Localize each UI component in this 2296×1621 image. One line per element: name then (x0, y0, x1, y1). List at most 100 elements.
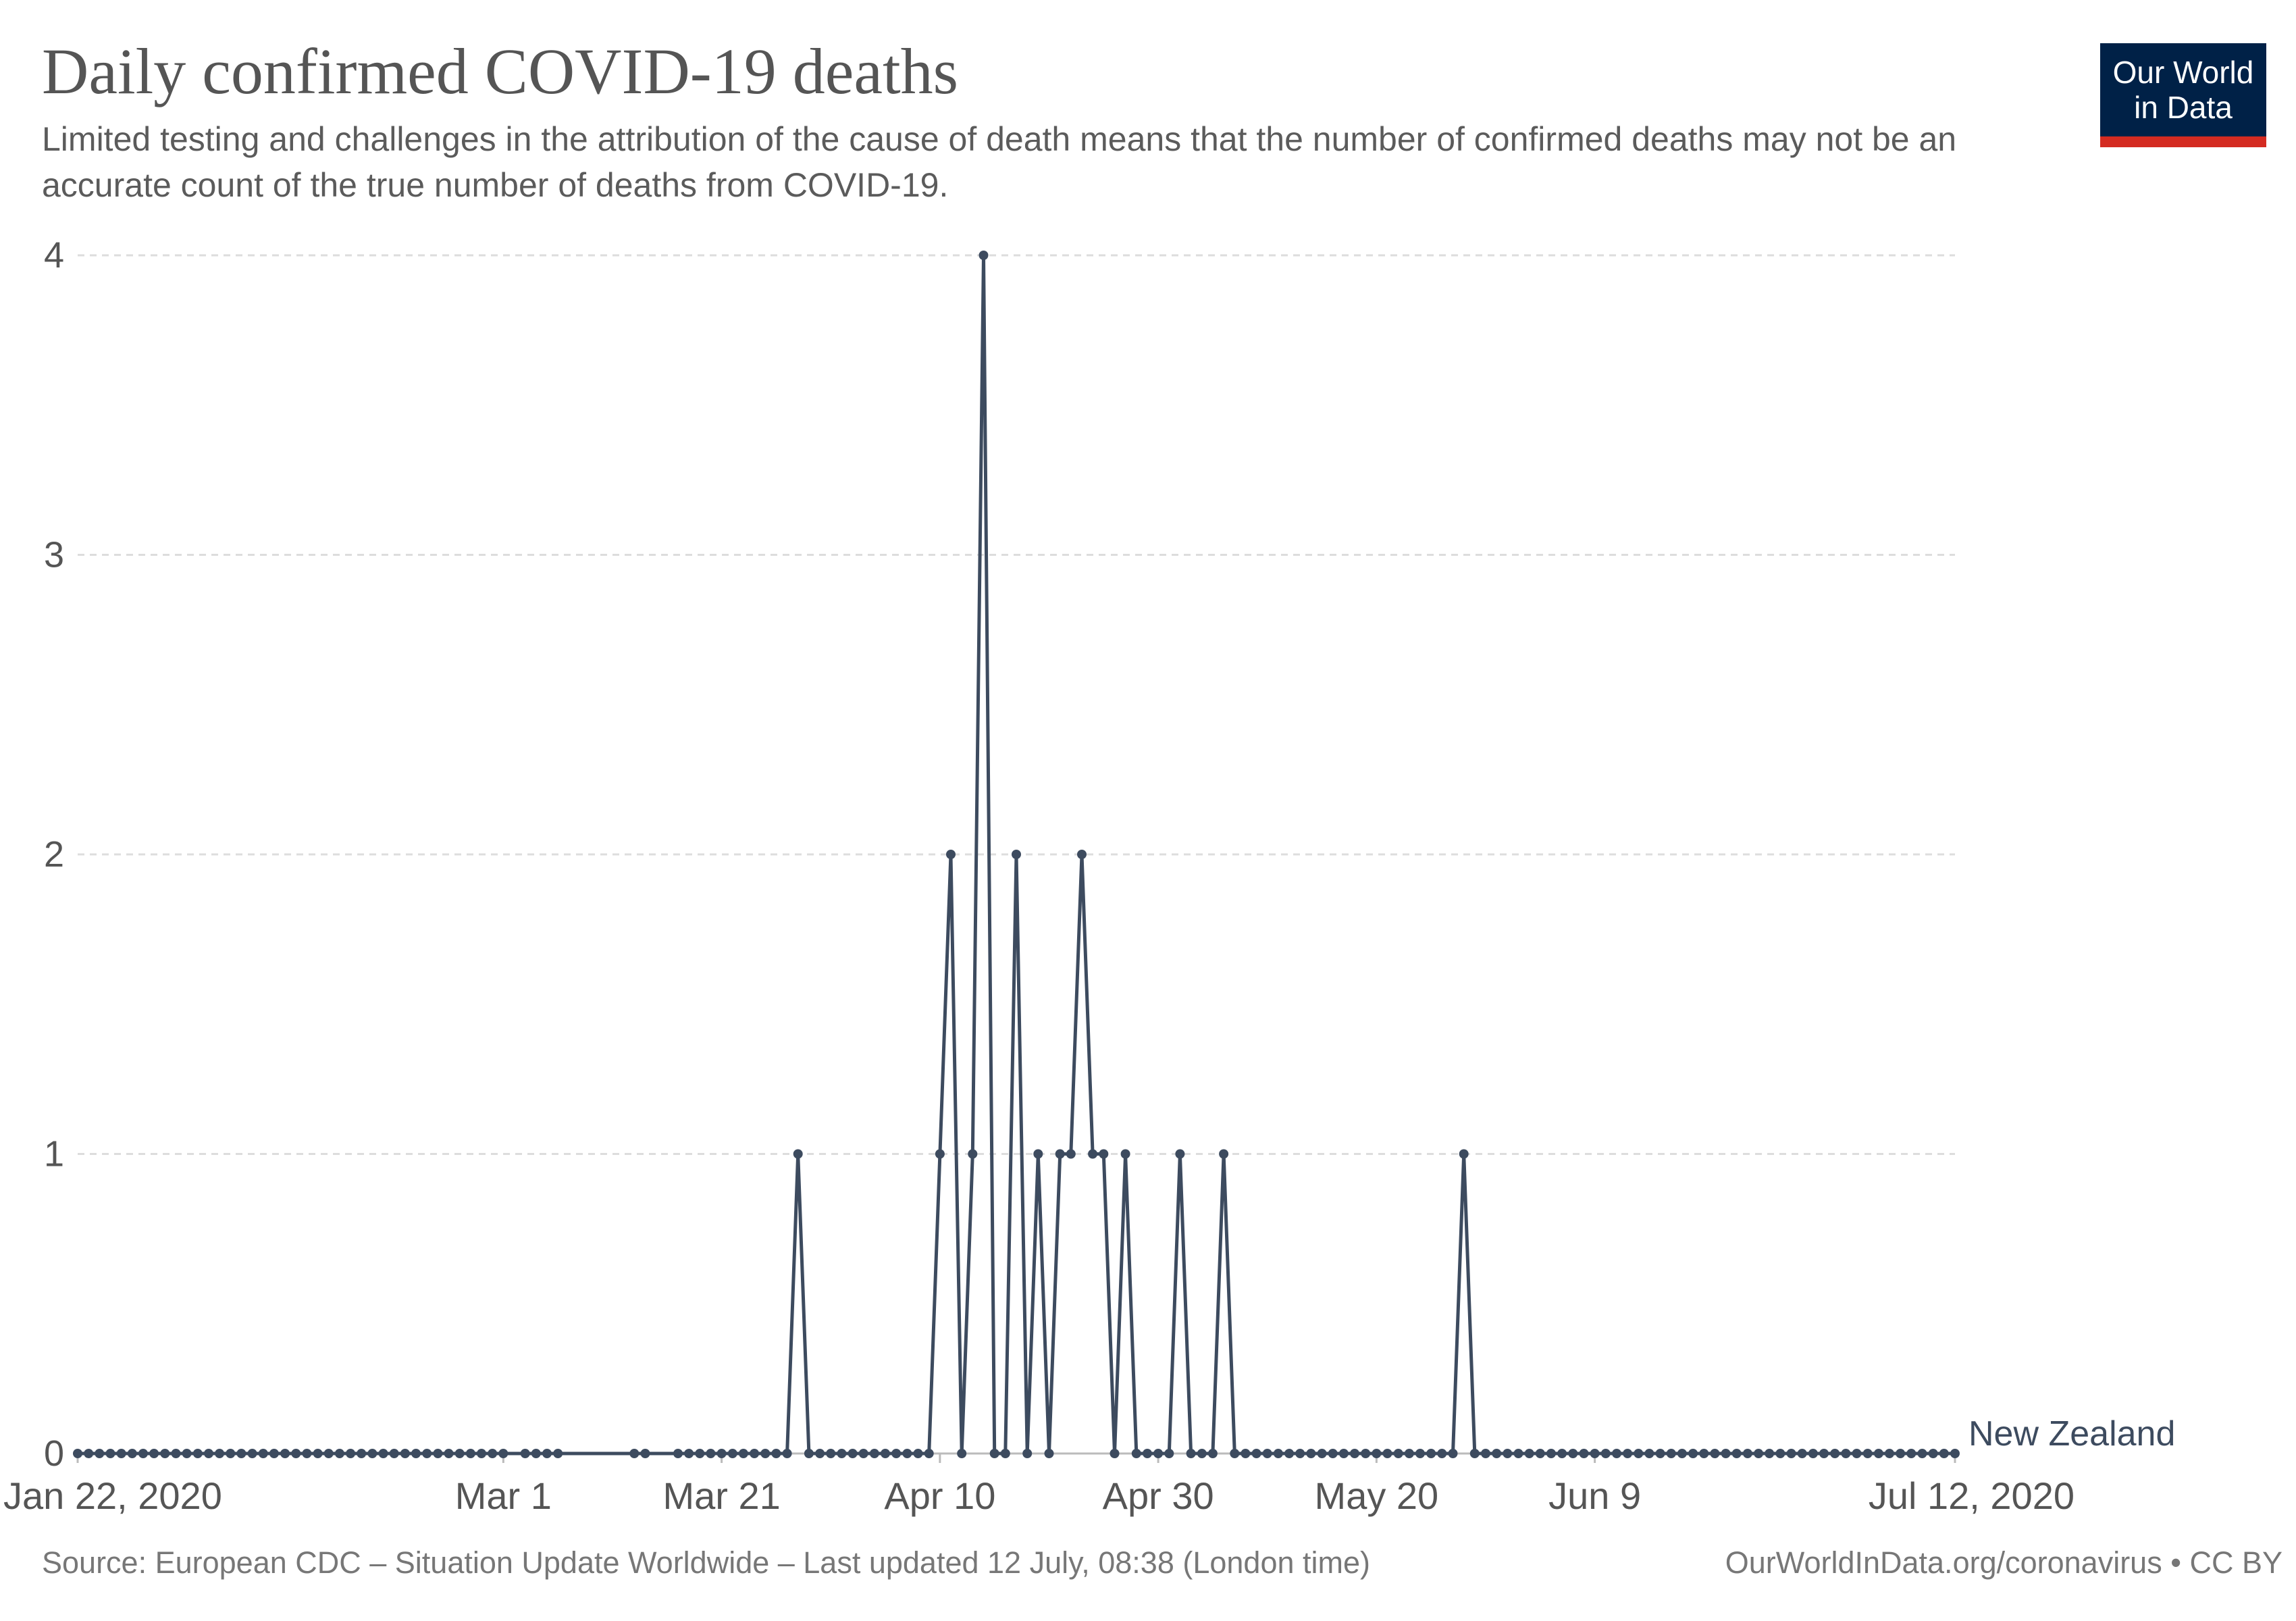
data-point (1469, 1449, 1480, 1458)
data-point (116, 1449, 126, 1458)
data-point (1688, 1449, 1698, 1458)
data-point (946, 850, 956, 859)
chart-title: Daily confirmed COVID-19 deaths (42, 35, 958, 107)
data-point (1786, 1449, 1796, 1458)
source-note: Source: European CDC – Situation Update … (42, 1545, 1371, 1580)
series-new-zealand: New Zealand (73, 251, 2175, 1458)
data-point (411, 1449, 421, 1458)
data-point (433, 1449, 443, 1458)
data-point (1939, 1449, 1949, 1458)
data-point (1634, 1449, 1644, 1458)
data-point (1819, 1449, 1829, 1458)
data-point (684, 1449, 694, 1458)
data-point (1317, 1449, 1327, 1458)
data-point (727, 1449, 737, 1458)
data-point (1230, 1449, 1240, 1458)
data-point (334, 1449, 344, 1458)
data-point (935, 1149, 945, 1159)
data-point (95, 1449, 105, 1458)
data-point (542, 1449, 552, 1458)
data-point (1186, 1449, 1196, 1458)
data-point (1426, 1449, 1436, 1458)
data-point (454, 1449, 465, 1458)
data-point (1404, 1449, 1414, 1458)
data-point (782, 1449, 792, 1458)
y-tick-label: 3 (44, 535, 64, 575)
data-point (1350, 1449, 1359, 1458)
data-point (269, 1449, 279, 1458)
data-point (531, 1449, 541, 1458)
owid-logo[interactable]: Our World in Data (2100, 43, 2266, 147)
data-point (1917, 1449, 1927, 1458)
data-point (1197, 1449, 1207, 1458)
data-point (1765, 1449, 1775, 1458)
data-point (280, 1449, 290, 1458)
data-point (1175, 1149, 1185, 1159)
data-point (1808, 1449, 1818, 1458)
data-point (716, 1449, 727, 1458)
data-point (1862, 1449, 1873, 1458)
data-point (1950, 1449, 1960, 1458)
data-point (1000, 1449, 1010, 1458)
data-point (357, 1449, 367, 1458)
data-point (1415, 1449, 1425, 1458)
data-point (105, 1449, 115, 1458)
data-point (149, 1449, 159, 1458)
data-point (389, 1449, 399, 1458)
data-point (1448, 1449, 1458, 1458)
data-point (957, 1449, 967, 1458)
x-tick-label: Apr 30 (1103, 1474, 1214, 1517)
logo-text-line2: in Data (2134, 90, 2233, 125)
data-point (1841, 1449, 1851, 1458)
data-point (1306, 1449, 1316, 1458)
data-point (1852, 1449, 1862, 1458)
data-point (1262, 1449, 1272, 1458)
data-point (400, 1449, 410, 1458)
gridlines (78, 254, 1955, 1155)
data-point (1655, 1449, 1665, 1458)
data-point (1481, 1449, 1490, 1458)
data-point (215, 1449, 225, 1458)
data-point (1699, 1449, 1709, 1458)
data-point (346, 1449, 356, 1458)
data-point (1731, 1449, 1742, 1458)
x-tick-label: Jun 9 (1548, 1474, 1641, 1517)
data-point (1153, 1449, 1164, 1458)
data-point (1600, 1449, 1611, 1458)
data-point (881, 1449, 890, 1458)
data-point (989, 1449, 999, 1458)
data-point (1524, 1449, 1534, 1458)
data-point (182, 1449, 192, 1458)
data-point (804, 1449, 814, 1458)
data-point (913, 1449, 923, 1458)
source-url[interactable]: OurWorldInData.org/coronavirus • CC BY (1725, 1545, 2282, 1580)
data-point (1284, 1449, 1295, 1458)
data-point (73, 1449, 82, 1458)
data-point (1557, 1449, 1567, 1458)
data-point (968, 1149, 978, 1159)
data-point (902, 1449, 912, 1458)
data-point (323, 1449, 334, 1458)
data-point (1207, 1449, 1218, 1458)
y-tick-label: 1 (44, 1134, 64, 1175)
data-point (1120, 1149, 1130, 1159)
data-point (313, 1449, 323, 1458)
data-point (488, 1449, 498, 1458)
data-point (192, 1449, 203, 1458)
data-point (1012, 850, 1021, 859)
data-point (1219, 1149, 1229, 1159)
data-point (1513, 1449, 1523, 1458)
data-point (695, 1449, 705, 1458)
data-point (444, 1449, 454, 1458)
x-tick-label: Jan 22, 2020 (3, 1474, 222, 1517)
data-point (1393, 1449, 1403, 1458)
data-point (171, 1449, 181, 1458)
data-point (1361, 1449, 1371, 1458)
data-point (84, 1449, 94, 1458)
data-point (837, 1449, 847, 1458)
data-point (1492, 1449, 1502, 1458)
data-point (1131, 1449, 1141, 1458)
data-point (706, 1449, 716, 1458)
data-point (1372, 1449, 1382, 1458)
data-point (629, 1449, 640, 1458)
